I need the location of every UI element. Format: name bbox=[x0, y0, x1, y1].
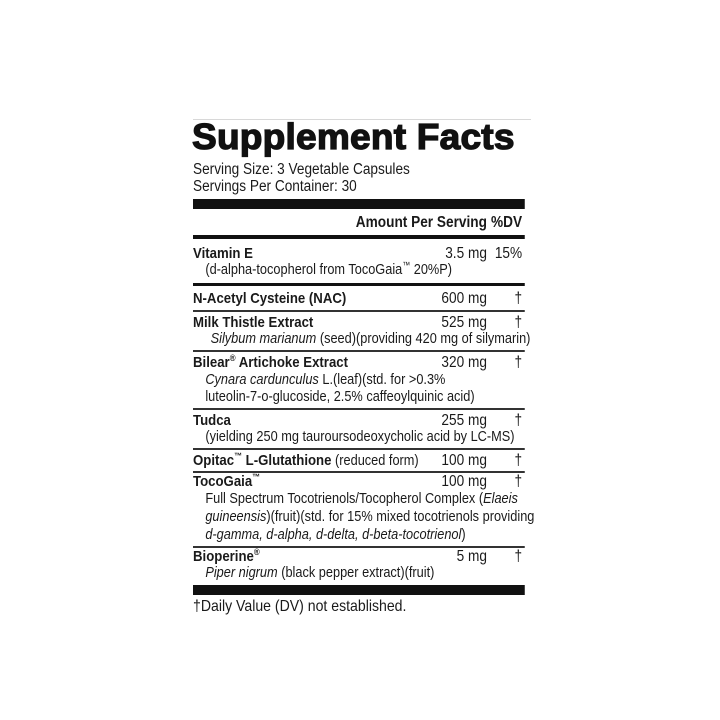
divider bbox=[193, 448, 525, 450]
divider bbox=[193, 350, 525, 352]
ingredient-name: Tudca bbox=[193, 412, 231, 429]
divider bbox=[193, 471, 525, 473]
ingredient-dv: † bbox=[514, 452, 523, 469]
footnote: †Daily Value (DV) not established. bbox=[193, 598, 407, 615]
medium-divider bbox=[193, 235, 525, 239]
thick-divider bbox=[193, 585, 525, 595]
ingredient-dv: 15% bbox=[494, 245, 523, 262]
ingredient-description: (d-alpha-tocopherol from TocoGaia™ 20%P) bbox=[205, 260, 453, 279]
ingredient-amount: 100 mg bbox=[441, 452, 487, 469]
ingredient-name: N-Acetyl Cysteine (NAC) bbox=[193, 290, 347, 307]
ingredient-dv: † bbox=[514, 412, 523, 429]
top-rule bbox=[193, 119, 531, 120]
ingredient-dv: † bbox=[514, 473, 523, 490]
ingredient-description-line2: guineensis)(fruit)(std. for 15% mixed to… bbox=[205, 509, 535, 525]
serving-size: Serving Size: 3 Vegetable Capsules bbox=[193, 161, 410, 178]
divider bbox=[193, 408, 525, 410]
thick-divider bbox=[193, 199, 525, 209]
ingredient-name: Milk Thistle Extract bbox=[193, 314, 314, 331]
supplement-facts-panel: Serving Size: 3 Vegetable Capsules Servi… bbox=[193, 0, 534, 720]
ingredient-amount: 320 mg bbox=[441, 354, 487, 371]
ingredient-amount: 600 mg bbox=[441, 290, 487, 307]
amount-per-serving-header: Amount Per Serving bbox=[355, 214, 487, 231]
divider bbox=[193, 546, 525, 548]
ingredient-description-line3: d-gamma, d-alpha, d-delta, d-beta-tocotr… bbox=[205, 527, 466, 543]
ingredient-amount: 525 mg bbox=[441, 314, 487, 331]
ingredient-description: Silybum marianum (seed)(providing 420 mg… bbox=[210, 331, 531, 347]
ingredient-name: Bioperine® bbox=[193, 547, 260, 566]
ingredient-amount: 3.5 mg bbox=[445, 245, 487, 262]
ingredient-dv: † bbox=[514, 314, 523, 331]
divider bbox=[193, 310, 525, 312]
ingredient-dv: † bbox=[514, 548, 523, 565]
ingredient-amount: 100 mg bbox=[441, 473, 487, 490]
ingredient-name: Opitac™ L-Glutathione (reduced form) bbox=[193, 451, 419, 470]
ingredient-name: Vitamin E bbox=[193, 245, 253, 262]
ingredient-dv: † bbox=[514, 354, 523, 371]
ingredient-amount: 255 mg bbox=[441, 412, 487, 429]
ingredient-description: (yielding 250 mg tauroursodeoxycholic ac… bbox=[205, 429, 515, 445]
supplement-facts-title: Supplement Facts bbox=[191, 115, 515, 157]
divider bbox=[193, 283, 525, 286]
ingredient-amount: 5 mg bbox=[456, 548, 487, 565]
ingredient-description: Cynara cardunculus L.(leaf)(std. for >0.… bbox=[205, 372, 446, 388]
servings-per-container: Servings Per Container: 30 bbox=[193, 178, 357, 195]
ingredient-description: Piper nigrum (black pepper extract)(frui… bbox=[205, 565, 435, 581]
ingredient-name: Bilear® Artichoke Extract bbox=[193, 353, 349, 372]
ingredient-description-line2: luteolin-7-o-glucoside, 2.5% caffeoylqui… bbox=[205, 389, 475, 405]
ingredient-description: Full Spectrum Tocotrienols/Tocopherol Co… bbox=[205, 491, 518, 507]
ingredient-name: TocoGaia™ bbox=[193, 472, 261, 491]
dv-header: %DV bbox=[491, 214, 523, 231]
ingredient-dv: † bbox=[514, 290, 523, 307]
